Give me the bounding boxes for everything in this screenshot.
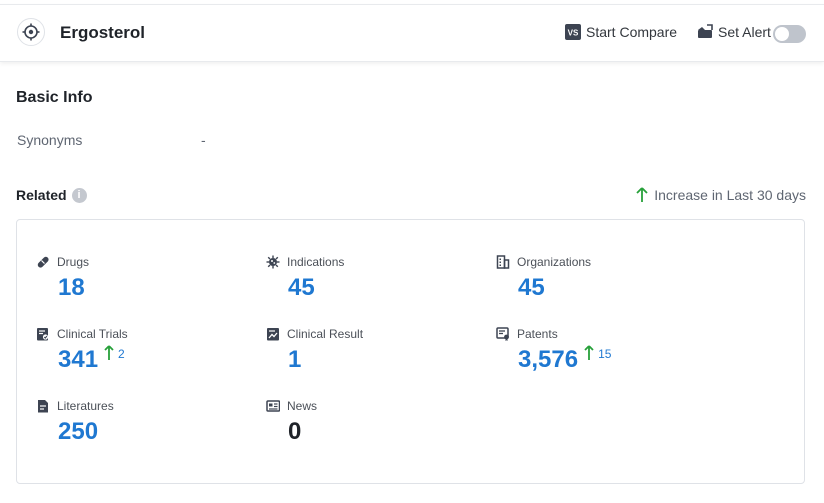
- svg-text:VS: VS: [568, 29, 579, 38]
- document-icon: [36, 399, 50, 413]
- news-label: News: [287, 399, 317, 413]
- building-icon: [496, 255, 510, 269]
- literatures-count[interactable]: 250: [58, 419, 98, 445]
- pill-icon: [36, 255, 50, 269]
- patents-label: Patents: [517, 327, 558, 341]
- arrow-up-icon: [104, 345, 114, 361]
- increase-legend: Increase in Last 30 days: [636, 187, 806, 203]
- alert-icon: [697, 24, 713, 40]
- chart-doc-icon: [266, 327, 280, 341]
- clinical-trials-count[interactable]: 341: [58, 347, 98, 373]
- page-title: Ergosterol: [60, 23, 145, 43]
- related-item-clinical-trials: Clinical Trials 341 2: [36, 327, 128, 373]
- literatures-label: Literatures: [57, 399, 114, 413]
- related-card: Drugs 18 Indications 45: [16, 219, 805, 484]
- compare-icon: VS: [565, 24, 581, 40]
- related-item-news: News 0: [266, 399, 317, 445]
- target-icon: [17, 18, 45, 46]
- related-item-organizations: Organizations 45: [496, 255, 591, 301]
- increase-label: Increase in Last 30 days: [654, 187, 806, 203]
- arrow-up-icon: [584, 345, 594, 361]
- related-item-indications: Indications 45: [266, 255, 344, 301]
- set-alert-button[interactable]: Set Alert: [697, 24, 771, 40]
- related-title: Related i: [16, 187, 87, 203]
- arrow-up-icon: [636, 187, 648, 203]
- related-label: Related: [16, 187, 67, 203]
- organizations-label: Organizations: [517, 255, 591, 269]
- news-count: 0: [288, 419, 301, 445]
- clinical-trials-increase: 2: [104, 345, 125, 361]
- clipboard-icon: [36, 327, 50, 341]
- toggle-knob: [775, 27, 789, 41]
- basic-info-title: Basic Info: [16, 89, 92, 107]
- indications-label: Indications: [287, 255, 344, 269]
- related-item-clinical-result: Clinical Result 1: [266, 327, 363, 373]
- drugs-label: Drugs: [57, 255, 89, 269]
- patents-increase: 15: [584, 345, 611, 361]
- clinical-trials-label: Clinical Trials: [57, 327, 128, 341]
- organizations-count[interactable]: 45: [518, 275, 545, 301]
- header-bar: Ergosterol VS Start Compare Set Alert: [0, 4, 824, 62]
- related-item-literatures: Literatures 250: [36, 399, 114, 445]
- clinical-trials-increase-value: 2: [118, 347, 125, 361]
- clinical-result-count[interactable]: 1: [288, 347, 301, 373]
- alert-toggle[interactable]: [773, 25, 806, 43]
- indications-count[interactable]: 45: [288, 275, 315, 301]
- newspaper-icon: [266, 399, 280, 413]
- related-item-drugs: Drugs 18: [36, 255, 89, 301]
- synonyms-label: Synonyms: [17, 132, 82, 148]
- virus-icon: [266, 255, 280, 269]
- set-alert-label: Set Alert: [718, 24, 771, 40]
- info-icon[interactable]: i: [72, 188, 87, 203]
- start-compare-label: Start Compare: [586, 24, 677, 40]
- drugs-count[interactable]: 18: [58, 275, 85, 301]
- synonyms-value: -: [201, 132, 206, 148]
- start-compare-button[interactable]: VS Start Compare: [565, 24, 677, 40]
- related-item-patents: Patents 3,576 15: [496, 327, 611, 373]
- patents-increase-value: 15: [598, 347, 611, 361]
- patent-icon: [496, 327, 510, 341]
- clinical-result-label: Clinical Result: [287, 327, 363, 341]
- patents-count[interactable]: 3,576: [518, 347, 578, 373]
